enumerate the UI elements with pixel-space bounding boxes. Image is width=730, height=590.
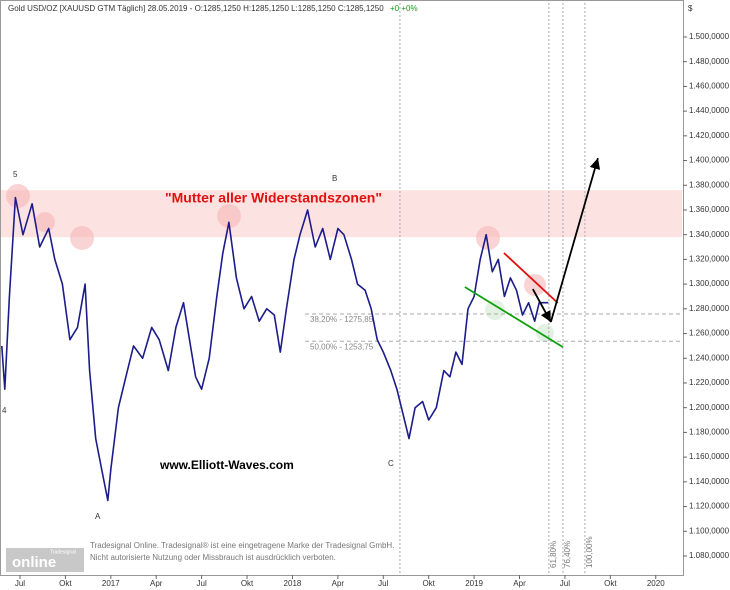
time-line-label: 76,40%	[563, 541, 572, 568]
highlight-circles-green	[485, 300, 554, 342]
trendline	[503, 252, 559, 304]
wave-label: B	[332, 174, 337, 183]
x-tick-label: 2018	[284, 579, 302, 588]
y-tick-label: 1.160,0000	[689, 452, 730, 461]
y-tick-label: 1.500,0000	[689, 32, 730, 41]
header: Gold USD/OZ [XAUUSD GTM Täglich] 28.05.2…	[8, 4, 384, 13]
y-tick-label: 1.260,0000	[689, 329, 730, 338]
x-tick-label: Apr	[150, 579, 163, 588]
time-line-label: 61,80%	[549, 541, 558, 568]
x-tick-label: 2017	[102, 579, 120, 588]
x-tick-label: Apr	[332, 579, 345, 588]
y-tick-label: 1.080,0000	[689, 551, 730, 560]
x-tick-label: Jul	[560, 579, 570, 588]
y-tick-label: 1.200,0000	[689, 403, 730, 412]
y-tick-label: 1.400,0000	[689, 156, 730, 165]
y-unit: $	[688, 4, 693, 13]
notice: Nicht autorisierte Nutzung oder Missbrau…	[90, 553, 336, 562]
wave-label: 5	[13, 170, 18, 179]
x-tick-label: Okt	[241, 579, 254, 588]
y-tick-label: 1.280,0000	[689, 304, 730, 313]
logo-box	[6, 548, 84, 572]
wave-label: C	[388, 459, 394, 468]
zone-label: "Mutter aller Widerstandszonen"	[165, 190, 382, 206]
fib-label: 38,20% - 1275,85	[310, 315, 374, 324]
resistance-zone	[1, 190, 682, 238]
y-tick-label: 1.320,0000	[689, 255, 730, 264]
x-tick-label: Okt	[422, 579, 435, 588]
y-tick-label: 1.340,0000	[689, 230, 730, 239]
fib-label: 50,00% - 1253,75	[310, 342, 374, 351]
time-line-label: 100,00%	[585, 536, 594, 568]
price-line	[1, 196, 549, 502]
trendline	[464, 286, 564, 348]
y-tick-label: 1.420,0000	[689, 131, 730, 140]
logo: online	[12, 554, 56, 571]
y-tick-label: 1.120,0000	[689, 502, 730, 511]
y-tick-label: 1.460,0000	[689, 82, 730, 91]
plot-frame	[0, 0, 684, 576]
trendline	[549, 157, 601, 323]
y-tick-label: 1.220,0000	[689, 378, 730, 387]
logo-small: Tradesignal	[50, 549, 76, 555]
y-tick-label: 1.440,0000	[689, 106, 730, 115]
header-change: +0 +0%	[390, 4, 418, 13]
trendline	[532, 288, 552, 323]
y-tick-label: 1.240,0000	[689, 353, 730, 362]
y-tick-label: 1.300,0000	[689, 279, 730, 288]
x-tick-label: Okt	[59, 579, 72, 588]
watermark: www.Elliott-Waves.com	[159, 458, 294, 472]
y-tick-label: 1.380,0000	[689, 180, 730, 189]
x-tick-label: 2019	[465, 579, 483, 588]
wave-label: A	[95, 512, 101, 521]
x-tick-label: 2020	[647, 579, 665, 588]
y-tick-label: 1.360,0000	[689, 205, 730, 214]
y-tick-label: 1.480,0000	[689, 57, 730, 66]
y-tick-label: 1.100,0000	[689, 526, 730, 535]
y-tick-label: 1.140,0000	[689, 477, 730, 486]
x-tick-label: Jul	[378, 579, 388, 588]
wave-label: 4	[2, 406, 7, 415]
x-tick-label: Apr	[513, 579, 526, 588]
x-tick-label: Okt	[604, 579, 617, 588]
x-tick-label: Jul	[15, 579, 25, 588]
notice: Tradesignal Online. Tradesignal® ist ein…	[90, 541, 394, 550]
y-tick-label: 1.180,0000	[689, 428, 730, 437]
x-tick-label: Jul	[197, 579, 207, 588]
highlight-circles	[6, 184, 546, 296]
